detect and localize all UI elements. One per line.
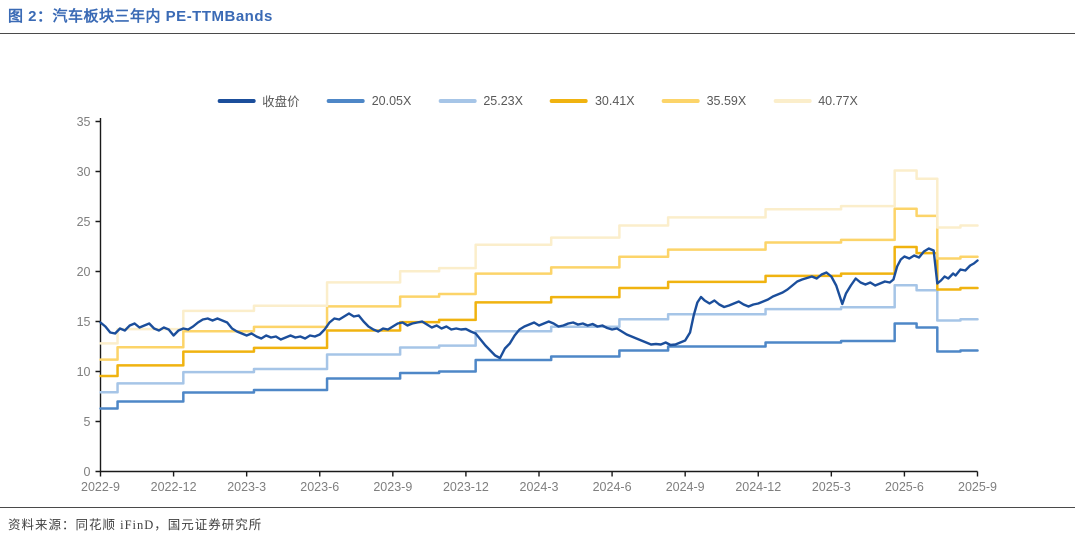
x-tick-label-2023-6: 2023-6 — [300, 479, 340, 494]
band-line-20.05X — [99, 322, 979, 410]
legend-label: 25.23X — [483, 93, 523, 108]
x-tick-label-2022-12: 2022-12 — [150, 479, 197, 494]
axis-lines — [95, 118, 979, 477]
y-tick-label-25: 25 — [76, 214, 91, 229]
x-tick-label-2024-12: 2024-12 — [735, 479, 782, 494]
legend-swatch — [217, 98, 256, 103]
source-note: 资料来源：同花顺 iFinD，国元证券研究所 — [8, 518, 263, 532]
legend-item-30.41X: 30.41X — [549, 93, 635, 108]
x-tick-label-2025-9: 2025-9 — [958, 479, 997, 494]
legend-swatch — [326, 98, 365, 103]
x-tick-label-2023-3: 2023-3 — [227, 479, 267, 494]
legend-item-35.59X: 35.59X — [661, 93, 747, 108]
legend-item-25.23X: 25.23X — [438, 94, 523, 108]
legend-swatch — [773, 98, 812, 103]
y-tick-label-10: 10 — [76, 364, 91, 379]
legend-item-40.77X: 40.77X — [773, 94, 858, 108]
legend-swatch — [661, 98, 700, 103]
y-tick-label-0: 0 — [83, 464, 91, 479]
y-tick-label-5: 5 — [83, 414, 91, 429]
legend-label: 35.59X — [706, 93, 747, 108]
x-tick-label-2024-6: 2024-6 — [592, 479, 632, 494]
y-tick-label-30: 30 — [76, 164, 91, 179]
legend-label: 20.05X — [371, 93, 412, 108]
y-tick-label-35: 35 — [76, 114, 91, 129]
y-tick-label-15: 15 — [76, 314, 91, 329]
legend-label: 40.77X — [818, 93, 858, 108]
band-line-30.41X — [99, 245, 979, 378]
x-tick-label-2023-9: 2023-9 — [373, 479, 413, 494]
x-tick-label-2023-12: 2023-12 — [442, 479, 489, 494]
footer-divider — [0, 507, 1075, 508]
page-title: 图 2：汽车板块三年内 PE-TTMBands — [8, 8, 273, 25]
close-price-line — [99, 247, 979, 360]
x-tick-label-2022-9: 2022-9 — [81, 479, 120, 494]
legend-item-20.05X: 20.05X — [326, 93, 412, 108]
title-divider — [0, 33, 1075, 34]
chart-legend: 收盘价 20.05X 25.23X 30.41X 35.59X 40.77X — [217, 91, 858, 110]
legend-label: 30.41X — [594, 93, 635, 108]
legend-swatch — [549, 98, 588, 103]
x-tick-label-2025-6: 2025-6 — [884, 479, 924, 494]
legend-item-收盘价: 收盘价 — [217, 91, 300, 110]
band-line-25.23X — [99, 284, 979, 394]
band-line-35.59X — [99, 207, 979, 361]
legend-label: 收盘价 — [262, 95, 300, 109]
y-tick-label-20: 20 — [76, 264, 91, 279]
band-line-40.77X — [99, 169, 979, 345]
x-tick-label-2025-3: 2025-3 — [811, 479, 851, 494]
legend-swatch — [438, 98, 477, 103]
x-tick-label-2024-3: 2024-3 — [519, 479, 559, 494]
x-tick-label-2024-9: 2024-9 — [665, 479, 705, 494]
